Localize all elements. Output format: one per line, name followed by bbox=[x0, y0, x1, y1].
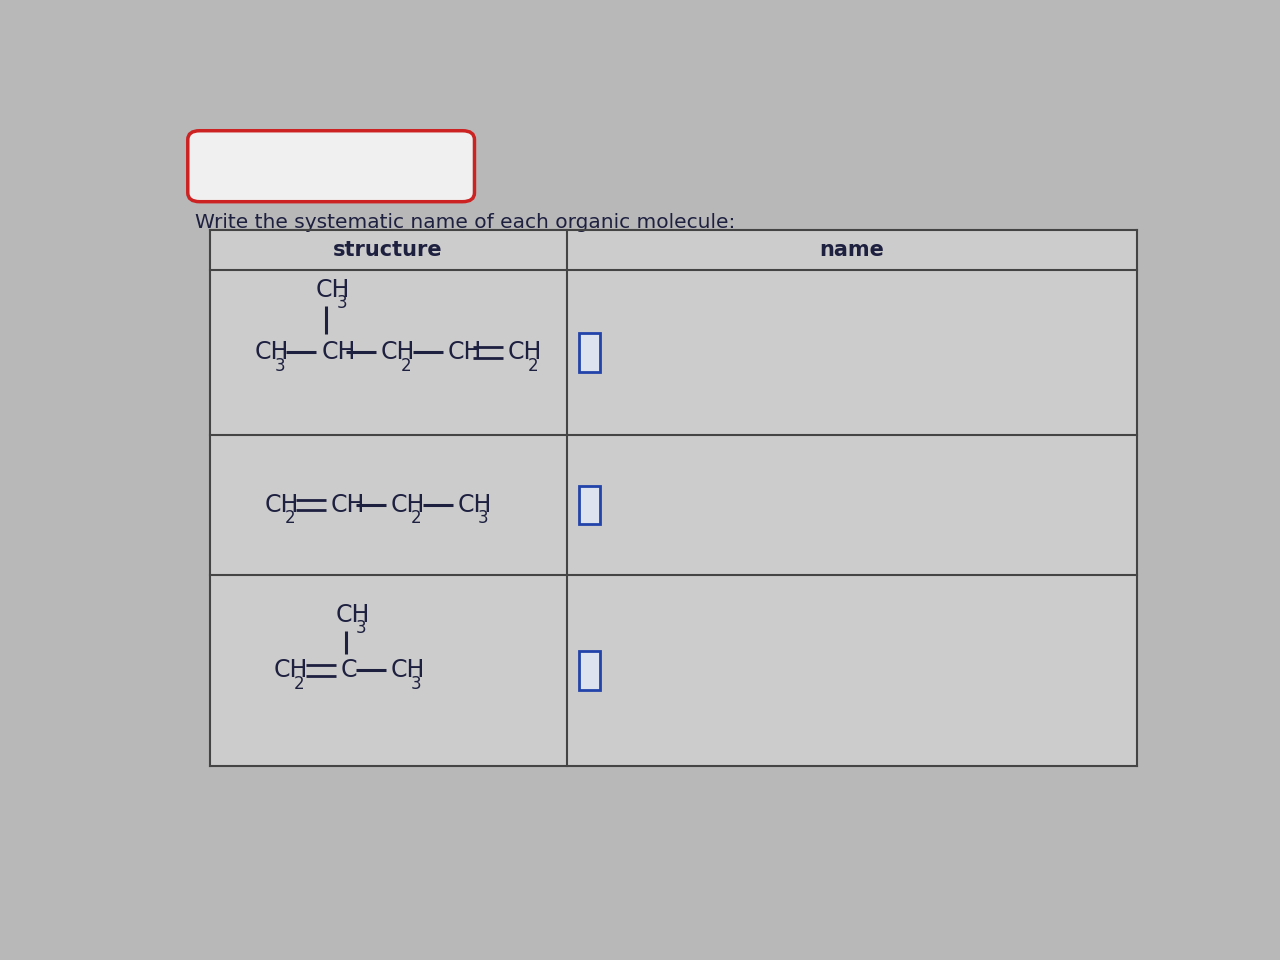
Text: CH: CH bbox=[321, 341, 356, 365]
Text: CH: CH bbox=[458, 492, 493, 516]
Text: C: C bbox=[340, 659, 357, 683]
Text: CH: CH bbox=[264, 492, 298, 516]
Text: 2: 2 bbox=[411, 509, 421, 527]
Text: CH: CH bbox=[274, 659, 308, 683]
Text: CH: CH bbox=[255, 341, 288, 365]
Text: 3: 3 bbox=[477, 509, 489, 527]
Bar bbox=[579, 651, 600, 689]
Text: CH: CH bbox=[332, 492, 366, 516]
Bar bbox=[579, 333, 600, 372]
Text: CH: CH bbox=[390, 492, 425, 516]
Text: CH: CH bbox=[381, 341, 415, 365]
Bar bbox=[579, 486, 600, 524]
Bar bbox=[210, 229, 1137, 766]
Text: 3: 3 bbox=[337, 294, 347, 312]
Text: 2: 2 bbox=[284, 509, 294, 527]
Text: 3: 3 bbox=[411, 675, 421, 693]
Text: 2: 2 bbox=[294, 675, 305, 693]
Text: CH: CH bbox=[508, 341, 541, 365]
Text: 3: 3 bbox=[274, 357, 285, 374]
Text: name: name bbox=[819, 240, 884, 260]
Text: CH: CH bbox=[390, 659, 425, 683]
Text: structure: structure bbox=[333, 240, 443, 260]
Text: Write the systematic name of each organic molecule:: Write the systematic name of each organi… bbox=[195, 213, 735, 232]
Text: Your answer is incorrect.: Your answer is incorrect. bbox=[205, 157, 457, 176]
Text: CH: CH bbox=[316, 277, 351, 301]
Text: 2: 2 bbox=[527, 357, 539, 374]
Text: 3: 3 bbox=[356, 619, 366, 637]
Text: CH: CH bbox=[448, 341, 483, 365]
FancyBboxPatch shape bbox=[188, 131, 475, 202]
Text: 2: 2 bbox=[401, 357, 412, 374]
Text: CH: CH bbox=[335, 603, 370, 627]
